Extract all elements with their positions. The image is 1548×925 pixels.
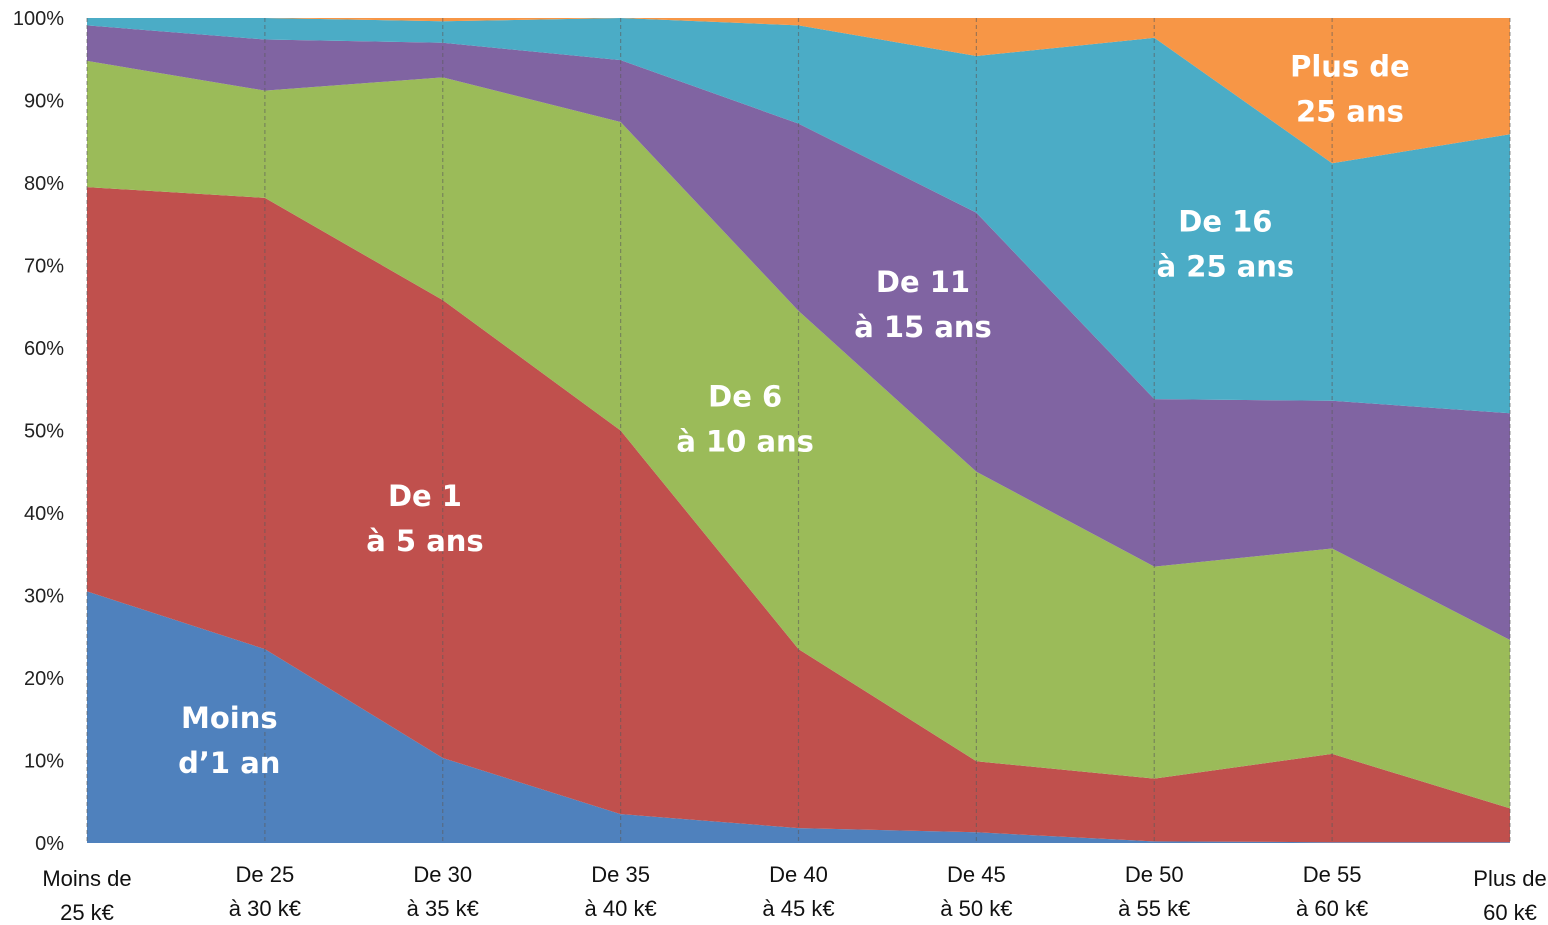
- series-label: De 16: [1178, 204, 1272, 238]
- area-series-3: [87, 25, 1510, 640]
- x-tick-label: De 55: [1303, 862, 1362, 887]
- area-series-5: [87, 18, 1510, 164]
- x-tick-label: Plus de: [1473, 866, 1546, 891]
- series-label: De 11: [876, 265, 970, 299]
- series-labels: Moins d’1 an De 1 à 5 ans De 6 à 10 ans De 11 à…: [178, 50, 1410, 780]
- x-tick-label: Moins de: [42, 866, 131, 891]
- series-label: à 10 ans: [676, 424, 814, 458]
- x-tick-label: De 40: [769, 862, 828, 887]
- x-axis: Moins de 25 k€ De 25 à 30 k€ De 30 à 35 k€ De …: [42, 862, 1546, 925]
- y-tick-label: 30%: [24, 586, 64, 608]
- y-tick-label: 0%: [35, 833, 64, 855]
- y-tick-label: 60%: [24, 338, 64, 360]
- series-label: De 1: [388, 479, 462, 513]
- series-label: à 25 ans: [1157, 249, 1295, 283]
- series-label: d’1 an: [178, 746, 280, 780]
- y-tick-label: 10%: [24, 751, 64, 773]
- y-tick-label: 20%: [24, 668, 64, 690]
- x-tick-label: à 35 k€: [407, 896, 479, 921]
- y-tick-label: 80%: [24, 173, 64, 195]
- series-label: 25 ans: [1296, 95, 1404, 129]
- series-label: à 5 ans: [366, 524, 483, 558]
- series-label: à 15 ans: [854, 310, 992, 344]
- x-tick-label: De 45: [947, 862, 1006, 887]
- x-tick-label: 25 k€: [60, 900, 114, 925]
- series-label: De 6: [708, 379, 782, 413]
- x-tick-label: à 50 k€: [940, 896, 1012, 921]
- y-tick-label: 50%: [24, 421, 64, 443]
- x-tick-label: De 25: [236, 862, 295, 887]
- y-tick-label: 40%: [24, 503, 64, 525]
- x-tick-label: à 45 k€: [762, 896, 834, 921]
- x-tick-label: De 35: [591, 862, 650, 887]
- series-label: Moins: [181, 701, 278, 735]
- x-tick-label: à 30 k€: [229, 896, 301, 921]
- x-tick-label: De 30: [413, 862, 472, 887]
- x-tick-label: De 50: [1125, 862, 1184, 887]
- x-tick-label: à 55 k€: [1118, 896, 1190, 921]
- y-tick-label: 100%: [13, 8, 64, 30]
- y-tick-label: 70%: [24, 256, 64, 278]
- series-label: Plus de: [1290, 50, 1410, 84]
- category-gridlines: [86, 18, 1511, 843]
- y-tick-label: 90%: [24, 91, 64, 113]
- y-axis: 0% 10% 20% 30% 40% 50% 60% 70% 80% 90% 100%: [13, 8, 64, 855]
- x-tick-label: à 40 k€: [585, 896, 657, 921]
- area-series-0: [87, 591, 1510, 843]
- x-tick-label: 60 k€: [1483, 900, 1537, 925]
- x-tick-label: à 60 k€: [1296, 896, 1368, 921]
